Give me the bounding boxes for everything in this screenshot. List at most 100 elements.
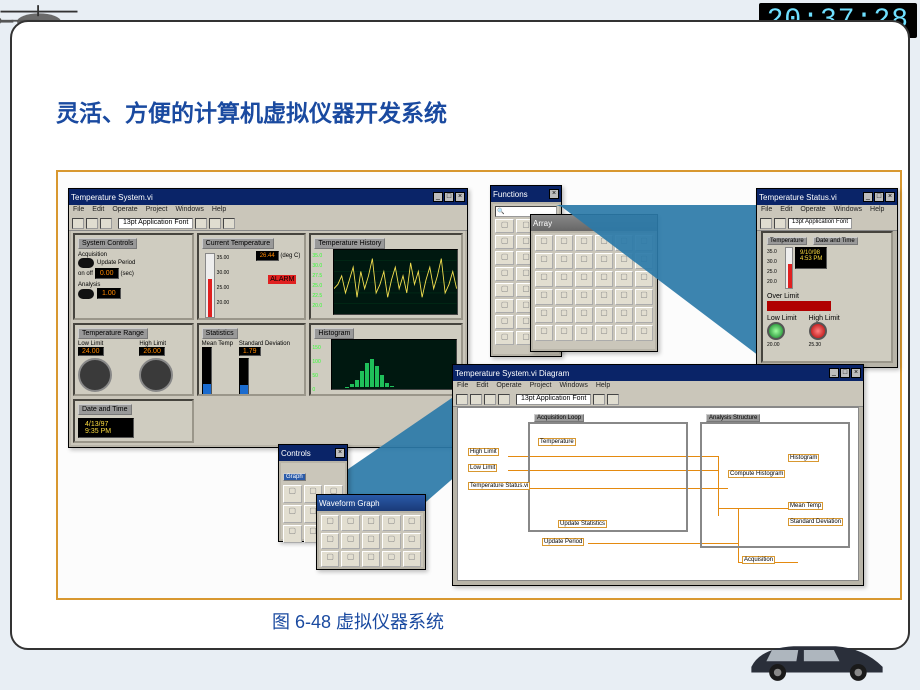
min-icon[interactable]: _: [829, 368, 839, 378]
diag-structure[interactable]: Analysis Structure: [700, 422, 850, 548]
waveform-grid[interactable]: ▢▢▢▢▢▢▢▢▢▢▢▢▢▢▢: [321, 515, 421, 567]
analysis-toggle[interactable]: [78, 289, 94, 299]
menubar[interactable]: File Edit Operate Project Windows Help: [69, 205, 467, 217]
font-select[interactable]: 13pt Application Font: [118, 218, 193, 229]
menu-item[interactable]: File: [761, 206, 772, 216]
palette-icon[interactable]: ▢: [321, 515, 339, 531]
diag-node[interactable]: Update Statistics: [558, 520, 607, 528]
toolbar[interactable]: 13pt Application Font: [69, 217, 467, 231]
palette-icon[interactable]: ▢: [495, 267, 514, 281]
menu-item[interactable]: File: [457, 382, 468, 392]
palette-icon[interactable]: ▢: [535, 235, 553, 251]
menu-item[interactable]: Edit: [780, 206, 792, 216]
window-controls[interactable]: _□×: [433, 192, 465, 202]
stop-icon[interactable]: [86, 218, 98, 229]
palette-icon[interactable]: ▢: [535, 253, 553, 269]
palette-icon[interactable]: ▢: [495, 251, 514, 265]
temp-waveform-chart[interactable]: [333, 249, 458, 315]
palette-icon[interactable]: ▢: [283, 525, 302, 543]
highlight-icon[interactable]: [498, 394, 510, 405]
menu-item[interactable]: Operate: [800, 206, 825, 216]
palette-icon[interactable]: ▢: [283, 485, 302, 503]
font-select[interactable]: 13pt Application Font: [788, 218, 852, 229]
menu-item[interactable]: Help: [870, 206, 884, 216]
low-limit-dial[interactable]: [78, 358, 112, 392]
menu-item[interactable]: Project: [146, 206, 168, 216]
high-limit-dial[interactable]: [139, 358, 173, 392]
palette-icon[interactable]: ▢: [382, 515, 400, 531]
font-select[interactable]: 13pt Application Font: [516, 394, 591, 405]
menu-item[interactable]: Help: [212, 206, 226, 216]
palette-icon[interactable]: ▢: [341, 533, 359, 549]
run-icon[interactable]: [760, 218, 772, 229]
menu-item[interactable]: Operate: [496, 382, 521, 392]
reorder-icon[interactable]: [223, 218, 235, 229]
menubar[interactable]: File Edit Operate Project Windows Help: [453, 381, 863, 393]
diag-node[interactable]: Low Limit: [468, 464, 497, 472]
low-limit-value[interactable]: 24.00: [78, 347, 104, 356]
palette-icon[interactable]: ▢: [535, 271, 553, 287]
run-icon[interactable]: [72, 218, 84, 229]
palette-icon[interactable]: ▢: [403, 551, 421, 567]
stop-icon[interactable]: [774, 218, 786, 229]
menubar[interactable]: File Edit Operate Windows Help: [757, 205, 897, 217]
menu-item[interactable]: Edit: [92, 206, 104, 216]
menu-item[interactable]: Windows: [175, 206, 203, 216]
palette-icon[interactable]: ▢: [495, 315, 514, 329]
acq-toggle[interactable]: [78, 258, 94, 268]
palette-icon[interactable]: ▢: [321, 533, 339, 549]
high-limit-value[interactable]: 26.00: [139, 347, 165, 356]
align-icon[interactable]: [593, 394, 605, 405]
block-diagram[interactable]: Acquisition LoopAnalysis StructureTemper…: [457, 407, 859, 581]
titlebar[interactable]: Temperature System.vi _□×: [69, 189, 467, 205]
update-value[interactable]: 0.00: [95, 268, 119, 279]
palette-icon[interactable]: ▢: [362, 533, 380, 549]
palette-icon[interactable]: ▢: [495, 219, 514, 233]
close-icon[interactable]: ×: [455, 192, 465, 202]
palette-icon[interactable]: ▢: [535, 289, 553, 305]
palette-icon[interactable]: ▢: [382, 551, 400, 567]
diag-node[interactable]: Mean Temp: [788, 502, 823, 510]
palette-icon[interactable]: ▢: [321, 551, 339, 567]
distribute-icon[interactable]: [607, 394, 619, 405]
palette-icon[interactable]: ▢: [382, 533, 400, 549]
analysis-value[interactable]: 1.00: [97, 288, 121, 299]
menu-item[interactable]: File: [73, 206, 84, 216]
run-icon[interactable]: [456, 394, 468, 405]
diag-node[interactable]: Acquisition: [742, 556, 775, 564]
palette-icon[interactable]: ▢: [341, 515, 359, 531]
waveform-graph-palette[interactable]: Waveform Graph ▢▢▢▢▢▢▢▢▢▢▢▢▢▢▢: [316, 494, 426, 570]
distribute-icon[interactable]: [209, 218, 221, 229]
palette-icon[interactable]: ▢: [403, 515, 421, 531]
palette-icon[interactable]: ▢: [535, 325, 553, 341]
stop-icon[interactable]: [470, 394, 482, 405]
close-icon[interactable]: ×: [335, 448, 345, 458]
palette-icon[interactable]: ▢: [495, 235, 514, 249]
close-icon[interactable]: ×: [851, 368, 861, 378]
menu-item[interactable]: Windows: [559, 382, 587, 392]
diagram-vi-window[interactable]: Temperature System.vi Diagram_□× File Ed…: [452, 364, 864, 586]
max-icon[interactable]: □: [840, 368, 850, 378]
menu-item[interactable]: Operate: [112, 206, 137, 216]
max-icon[interactable]: □: [874, 192, 884, 202]
toolbar[interactable]: 13pt Application Font: [453, 393, 863, 407]
menu-item[interactable]: Windows: [834, 206, 862, 216]
status-vi-window[interactable]: Temperature Status.vi_□× File Edit Opera…: [756, 188, 898, 368]
palette-icon[interactable]: ▢: [495, 283, 514, 297]
diag-node[interactable]: Standard Deviation: [788, 518, 843, 526]
palette-icon[interactable]: ▢: [362, 551, 380, 567]
palette-icon[interactable]: ▢: [403, 533, 421, 549]
menu-item[interactable]: Edit: [476, 382, 488, 392]
palette-icon[interactable]: ▢: [535, 307, 553, 323]
palette-icon[interactable]: ▢: [362, 515, 380, 531]
palette-icon[interactable]: ▢: [495, 331, 514, 345]
min-icon[interactable]: _: [863, 192, 873, 202]
pause-icon[interactable]: [484, 394, 496, 405]
close-icon[interactable]: ×: [885, 192, 895, 202]
palette-icon[interactable]: ▢: [283, 505, 302, 523]
diag-node[interactable]: Histogram: [788, 454, 819, 462]
max-icon[interactable]: □: [444, 192, 454, 202]
menu-item[interactable]: Project: [530, 382, 552, 392]
min-icon[interactable]: _: [433, 192, 443, 202]
diag-node[interactable]: Compute Histogram: [728, 470, 785, 478]
